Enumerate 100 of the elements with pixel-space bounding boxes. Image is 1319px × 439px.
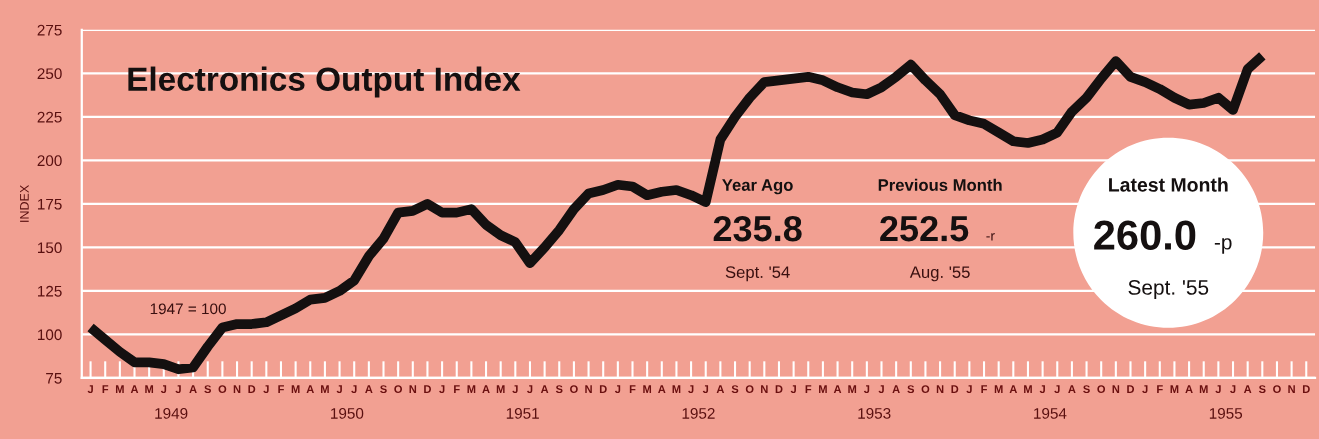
x-tick-label: S: [1083, 385, 1090, 394]
x-tick-label: O: [394, 385, 402, 394]
x-tick-label: M: [643, 385, 652, 393]
x-tick-label: F: [805, 385, 812, 393]
x-tick-label: J: [160, 385, 167, 394]
x-tick-label: J: [702, 385, 709, 394]
y-tick-label: 275: [37, 24, 62, 36]
text: Electronics Output Index: [128, 66, 521, 98]
x-tick-label: A: [1185, 385, 1193, 393]
x-tick-label: O: [1273, 385, 1281, 394]
x-tick-label: S: [204, 385, 212, 394]
x-tick-label: D: [951, 385, 959, 393]
x-tick-label: D: [599, 385, 607, 393]
annotation: 1947 = 100: [150, 303, 226, 315]
x-tick-label: J: [527, 385, 533, 394]
x-tick-label: M: [848, 385, 857, 393]
x-tick-label: A: [540, 385, 549, 393]
x-tick-label: A: [306, 385, 314, 393]
x-tick-label: S: [380, 385, 387, 394]
x-tick-label: O: [218, 385, 227, 394]
y-tick-label: 150: [38, 242, 62, 254]
y-tick-label: 100: [38, 329, 62, 341]
x-tick-label: D: [775, 385, 783, 393]
x-tick-label: J: [863, 385, 870, 394]
x-tick-label: M: [994, 385, 1003, 393]
x-tick-label: O: [570, 385, 578, 394]
x-tick-label: O: [745, 385, 754, 394]
x-tick-label: N: [233, 385, 241, 393]
x-tick-label: M: [1199, 385, 1208, 393]
annotation: 235.8: [713, 215, 802, 242]
x-tick-label: M: [819, 385, 827, 393]
x-tick-label: J: [1054, 385, 1060, 394]
annotation: Sept. '54: [725, 266, 790, 282]
x-tick-label: D: [424, 385, 431, 393]
annotation: Sept. '55: [1128, 280, 1209, 299]
x-tick-label: F: [278, 385, 284, 393]
x-tick-label: J: [263, 385, 269, 394]
x-tick-label: A: [365, 385, 373, 393]
x-tick-label: N: [936, 385, 944, 393]
x-tick-label: M: [321, 385, 329, 393]
x-tick-label: M: [115, 385, 124, 393]
annotation: -p: [1214, 238, 1232, 254]
x-tick-label: N: [409, 385, 417, 393]
annotation: 252.5: [880, 215, 969, 242]
y-tick-label: 125: [38, 285, 62, 297]
x-tick-label: J: [1230, 385, 1236, 394]
annotation: Latest Month: [1109, 177, 1228, 192]
x-tick-label: O: [921, 385, 930, 394]
x-tick-label: N: [585, 385, 592, 393]
x-tick-label: J: [512, 385, 518, 394]
x-tick-label: N: [761, 385, 768, 393]
x-tick-label: A: [716, 385, 725, 393]
annotation: -r: [986, 233, 995, 241]
x-tick-label: J: [439, 385, 445, 394]
text: 1951: [506, 407, 539, 419]
x-tick-label: F: [454, 385, 460, 393]
x-tick-label: J: [790, 385, 796, 394]
text: 1954: [1034, 407, 1067, 419]
x-tick-label: S: [731, 385, 739, 394]
y-tick-label: 175: [38, 198, 62, 210]
x-tick-label: D: [1302, 385, 1310, 393]
y-tick-label: 200: [37, 155, 62, 167]
x-tick-label: J: [87, 385, 93, 394]
x-tick-label: J: [966, 385, 972, 394]
text: 1952: [682, 407, 715, 419]
x-tick-label: A: [482, 385, 490, 393]
x-tick-label: F: [629, 385, 636, 393]
x-tick-label: A: [1009, 385, 1018, 393]
y-tick-label: 250: [37, 68, 62, 80]
x-tick-label: J: [1142, 385, 1148, 394]
x-tick-label: M: [496, 385, 505, 393]
x-tick-label: S: [907, 385, 915, 394]
y-tick-label: 225: [37, 111, 62, 123]
x-tick-label: F: [102, 385, 109, 393]
x-tick-label: J: [1039, 385, 1045, 394]
x-tick-label: A: [130, 385, 139, 393]
x-tick-label: M: [145, 385, 154, 393]
x-tick-label: M: [1024, 385, 1032, 393]
x-tick-label: J: [878, 385, 884, 394]
y-axis-title: INDEX: [20, 185, 29, 222]
x-tick-label: M: [1170, 385, 1179, 393]
annotation: Year Ago: [722, 179, 793, 195]
text: 1953: [858, 407, 891, 419]
x-tick-label: J: [614, 385, 621, 394]
x-tick-label: J: [1215, 385, 1221, 394]
x-tick-label: J: [175, 385, 181, 394]
text: 1950: [331, 407, 364, 419]
x-tick-label: S: [555, 385, 563, 394]
x-tick-label: O: [1097, 385, 1106, 394]
text: 1955: [1209, 407, 1243, 419]
x-tick-label: M: [291, 385, 300, 393]
x-tick-label: A: [189, 385, 197, 393]
x-tick-label: A: [892, 385, 900, 393]
x-tick-label: S: [1258, 385, 1266, 394]
x-tick-label: J: [351, 385, 357, 394]
annotation: 260.0: [1094, 220, 1196, 250]
y-tick-label: 75: [46, 373, 62, 384]
x-tick-label: J: [336, 385, 342, 394]
x-tick-label: A: [833, 385, 842, 393]
x-tick-label: A: [658, 385, 666, 393]
